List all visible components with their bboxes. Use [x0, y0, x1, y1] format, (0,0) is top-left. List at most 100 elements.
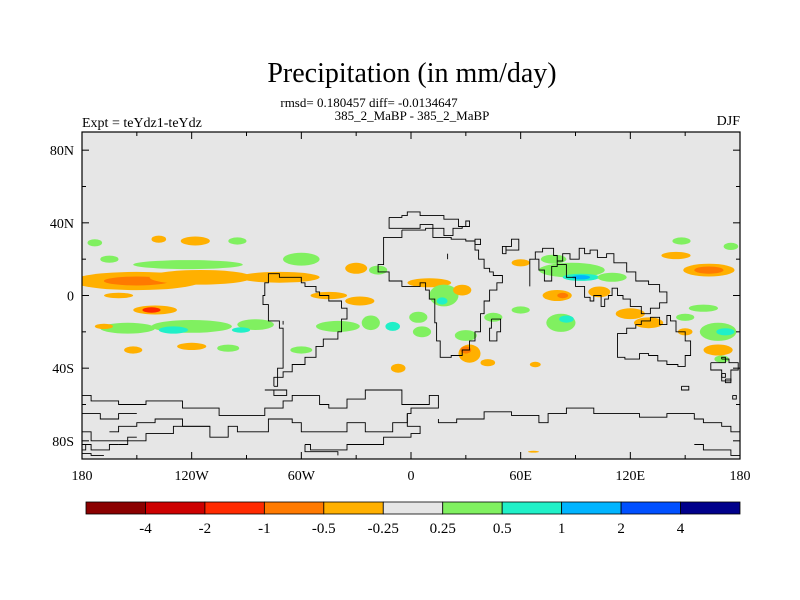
y-tick-label: 40S — [52, 362, 74, 377]
anomaly-patch — [100, 255, 119, 263]
x-tick-label: 120E — [616, 469, 646, 484]
colorbar-label: -0.5 — [312, 521, 336, 537]
anomaly-patch — [436, 297, 448, 305]
chart-title: Precipitation (in mm/day) — [267, 58, 556, 89]
anomaly-patch — [484, 312, 503, 322]
anomaly-patch — [453, 284, 472, 296]
anomaly-patch — [231, 327, 251, 333]
colorbar-label: -4 — [139, 521, 152, 537]
x-tick-label: 60E — [509, 469, 532, 484]
x-tick-label: 180 — [730, 469, 751, 484]
colorbar-label: 1 — [558, 521, 566, 537]
coastline — [694, 444, 740, 456]
colorbar-swatch — [442, 501, 503, 515]
anomaly-patch — [133, 260, 243, 270]
anomaly-patch — [634, 317, 664, 329]
colorbar-label: -0.25 — [368, 521, 399, 537]
anomaly-patch — [345, 296, 375, 306]
experiment-label: Expt = teYdz1-teYdz — [82, 116, 202, 131]
coastline — [264, 389, 288, 396]
anomaly-patch — [429, 284, 459, 307]
anomaly-patch — [237, 319, 274, 330]
colorbar-swatch — [561, 501, 622, 515]
coastline — [377, 227, 503, 358]
anomaly-patch — [283, 252, 320, 266]
anomaly-patch — [100, 322, 156, 334]
coastline — [505, 238, 520, 251]
anomaly-patch — [559, 315, 574, 323]
anomaly-patch — [361, 315, 380, 331]
anomaly-patch — [158, 326, 188, 334]
coastline — [474, 238, 481, 246]
y-tick-label: 80N — [50, 144, 74, 159]
anomaly-field — [82, 235, 739, 453]
coastline — [388, 211, 470, 237]
x-tick-label: 120W — [175, 469, 210, 484]
colorbar-swatch — [501, 501, 563, 515]
anomaly-patch — [94, 323, 113, 330]
x-axis: 180 120W 60W 0 60E 120E 180 — [72, 132, 751, 484]
colorbar-swatch — [145, 501, 206, 515]
anomaly-patch — [688, 304, 719, 312]
y-tick-label: 40N — [50, 217, 74, 232]
anomaly-patch — [480, 359, 496, 367]
anomaly-patch — [180, 236, 210, 246]
coastline — [109, 418, 210, 433]
anomaly-patch — [571, 275, 591, 280]
colorbar-swatch — [382, 501, 444, 515]
season-label: DJF — [717, 114, 741, 129]
anomaly-patch — [149, 270, 252, 285]
anomaly-patch — [104, 292, 134, 299]
anomaly-patch — [597, 272, 627, 282]
coastline — [118, 436, 137, 445]
coastline — [681, 385, 690, 391]
anomaly-patch — [409, 311, 428, 323]
y-tick-label: 80S — [52, 435, 74, 450]
anomaly-patch — [412, 326, 432, 338]
anomaly-patch — [454, 330, 477, 341]
anomaly-patch — [87, 239, 103, 247]
coastlines — [82, 211, 740, 456]
anomaly-patch — [151, 235, 167, 243]
coastline — [82, 413, 137, 420]
anomaly-patch — [716, 328, 735, 336]
colorbar-swatch — [263, 501, 325, 515]
anomaly-patch — [142, 307, 161, 313]
coastline — [82, 444, 87, 451]
x-tick-label: 180 — [72, 469, 93, 484]
chart-subtitle: 385_2_MaBP - 385_2_MaBP — [335, 108, 490, 123]
anomaly-patch — [672, 237, 691, 245]
colorbar-swatch — [204, 501, 265, 515]
stats-line: rmsd= 0.180457 diff= -0.0134647 — [280, 95, 458, 110]
coastline — [721, 373, 726, 378]
x-tick-label: 0 — [408, 469, 415, 484]
anomaly-patch — [703, 344, 733, 356]
colorbar: -4 -2 -1 -0.5 -0.25 0.25 0.5 1 2 4 — [85, 501, 741, 537]
colorbar-label: 0.25 — [430, 521, 456, 537]
y-axis: 80N 40N 0 40S 80S — [50, 144, 740, 450]
y-tick-label: 0 — [67, 290, 74, 305]
anomaly-patch — [217, 344, 240, 352]
coastline — [304, 444, 339, 456]
anomaly-patch — [694, 266, 724, 274]
colorbar-label: 0.5 — [493, 521, 512, 537]
anomaly-patch — [385, 321, 401, 331]
coastline — [489, 318, 502, 342]
anomaly-patch — [661, 251, 691, 260]
anomaly-patch — [723, 242, 739, 250]
coastline — [617, 315, 692, 367]
anomaly-patch — [615, 308, 645, 320]
colorbar-swatch — [323, 501, 384, 515]
coastline — [82, 453, 104, 456]
coastline — [82, 444, 119, 451]
colorbar-label: -1 — [258, 521, 271, 537]
anomaly-patch — [124, 346, 143, 354]
anomaly-patch — [511, 306, 530, 314]
coastline — [262, 273, 348, 387]
colorbar-label: 2 — [617, 521, 625, 537]
anomaly-patch — [528, 450, 539, 453]
anomaly-patch — [511, 259, 530, 267]
coastline — [721, 356, 726, 360]
coastline — [82, 394, 320, 416]
anomaly-patch — [290, 346, 313, 354]
